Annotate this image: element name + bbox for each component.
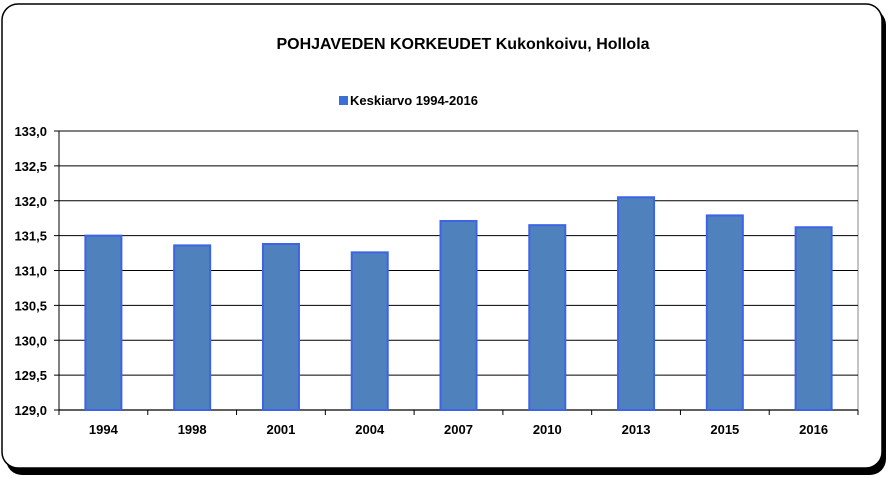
x-tick-label: 2007 — [444, 422, 473, 437]
bar — [705, 214, 744, 411]
legend-label: Keskiarvo 1994-2016 — [350, 93, 478, 108]
y-tick-label: 131,5 — [14, 229, 47, 244]
x-tick-label: 2016 — [799, 422, 828, 437]
x-tick-label: 2010 — [533, 422, 562, 437]
x-tick-label: 1994 — [89, 422, 119, 437]
legend-swatch — [339, 96, 348, 105]
x-tick-label: 2015 — [710, 422, 739, 437]
y-tick-label: 130,0 — [14, 333, 47, 348]
plot-area: 129,0 129,5 130,0 130,5 131,0 131,5 132,0 132,5… — [14, 124, 859, 437]
x-tick-label: 2001 — [266, 422, 295, 437]
bar — [350, 251, 389, 411]
bar — [528, 224, 567, 411]
y-tick-label: 129,0 — [14, 403, 47, 418]
y-tick-label: 130,5 — [14, 298, 47, 313]
chart-title-rest: Kukonkoivu, Hollola — [491, 36, 649, 53]
y-tick-label: 132,5 — [14, 159, 47, 174]
chart-title-bold: POHJAVEDEN KORKEUDET — [276, 36, 491, 53]
bar — [173, 244, 212, 411]
bar — [617, 196, 656, 411]
y-tick-label: 132,0 — [14, 194, 47, 209]
x-tick-label: 2013 — [622, 422, 651, 437]
chart-title: POHJAVEDEN KORKEUDET Kukonkoivu, Hollola — [276, 36, 649, 53]
legend: Keskiarvo 1994-2016 — [339, 93, 478, 108]
bar — [261, 242, 300, 411]
y-tick-label: 133,0 — [14, 124, 47, 139]
y-tick-label: 131,0 — [14, 264, 47, 279]
y-tick-label: 129,5 — [14, 368, 47, 383]
bar — [439, 219, 478, 411]
bar — [84, 234, 123, 411]
x-tick-label: 2004 — [355, 422, 385, 437]
x-tick-label: 1998 — [178, 422, 207, 437]
bar — [794, 226, 833, 411]
